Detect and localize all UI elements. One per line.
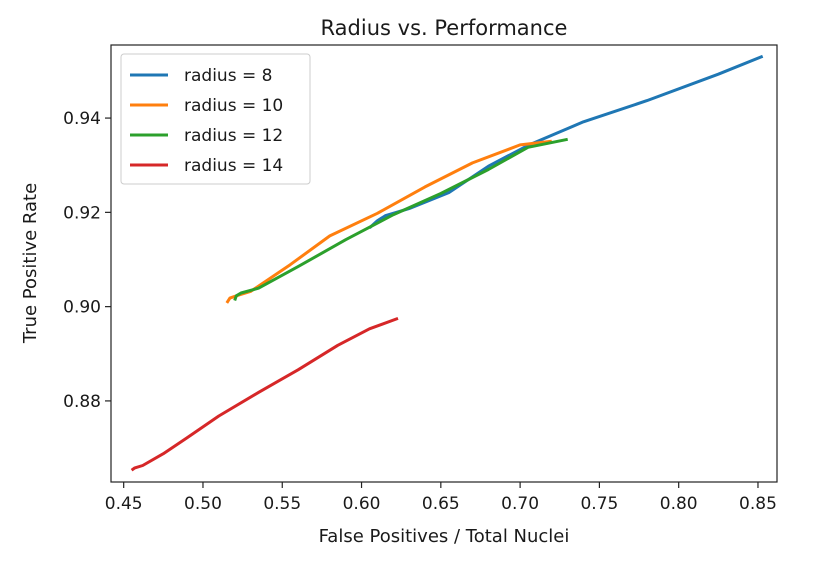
- x-tick-label: 0.45: [105, 494, 143, 514]
- legend-label: radius = 8: [184, 66, 272, 86]
- legend-box: [120, 53, 311, 185]
- x-tick-label: 0.50: [184, 494, 222, 514]
- series-line-3: [233, 137, 568, 301]
- y-tick-label: 0.92: [63, 203, 101, 223]
- x-tick-label: 0.60: [343, 494, 381, 514]
- legend-label: radius = 12: [184, 126, 283, 146]
- x-tick-label: 0.75: [580, 494, 618, 514]
- series-layer: [130, 54, 764, 472]
- x-tick-label: 0.65: [422, 494, 460, 514]
- legend-label: radius = 14: [184, 156, 283, 176]
- x-tick-label: 0.80: [660, 494, 698, 514]
- legend-label: radius = 10: [184, 96, 283, 116]
- plot-frame: [110, 44, 778, 483]
- y-axis: 0.88 0.90 0.92 0.94: [63, 109, 111, 412]
- y-axis-label: True Positive Rate: [20, 183, 41, 344]
- series-line-1: [368, 54, 764, 230]
- chart-title: Radius vs. Performance: [321, 16, 568, 40]
- x-tick-label: 0.85: [739, 494, 777, 514]
- x-axis-label: False Positives / Total Nuclei: [319, 526, 570, 547]
- y-tick-label: 0.90: [63, 298, 101, 318]
- x-tick-label: 0.55: [263, 494, 301, 514]
- x-axis: 0.45 0.50 0.55 0.60 0.65 0.70 0.75 0.80 0.85: [105, 482, 777, 514]
- y-tick-label: 0.94: [63, 109, 101, 129]
- x-tick-label: 0.70: [501, 494, 539, 514]
- series-line-4: [130, 316, 399, 472]
- y-tick-label: 0.88: [63, 392, 101, 412]
- legend: radius = 8 radius = 10 radius = 12 radius =…: [120, 53, 311, 185]
